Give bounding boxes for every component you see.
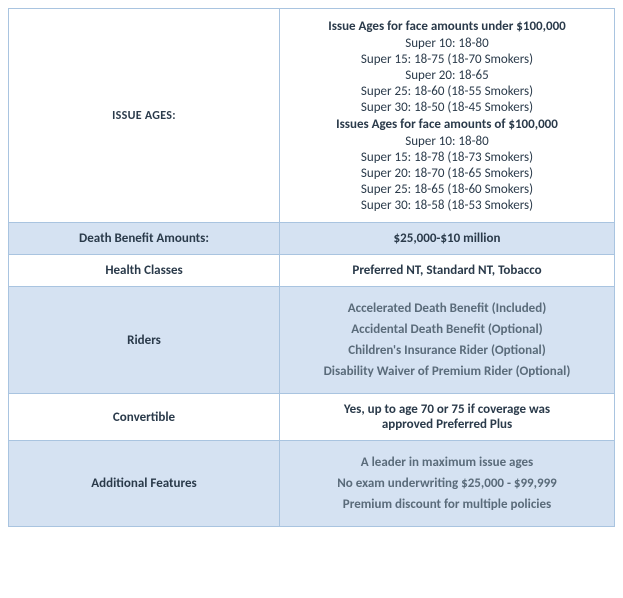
label-convertible: Convertible <box>9 394 280 441</box>
under-line: Super 30: 18-50 (18-45 Smokers) <box>290 100 604 115</box>
insurance-specs-table: ISSUE AGES: Issue Ages for face amounts … <box>8 8 615 527</box>
feature-item: Premium discount for multiple policies <box>290 497 604 512</box>
value-death-benefit: $25,000-$10 million <box>280 223 615 255</box>
label-issue-ages: ISSUE AGES: <box>9 9 280 223</box>
rider-item: Children's Insurance Rider (Optional) <box>290 343 604 358</box>
row-riders: Riders Accelerated Death Benefit (Includ… <box>9 287 615 394</box>
value-health-classes: Preferred NT, Standard NT, Tobacco <box>280 255 615 287</box>
of-line: Super 20: 18-70 (18-65 Smokers) <box>290 166 604 181</box>
of-line: Super 25: 18-65 (18-60 Smokers) <box>290 182 604 197</box>
row-issue-ages: ISSUE AGES: Issue Ages for face amounts … <box>9 9 615 223</box>
value-riders: Accelerated Death Benefit (Included) Acc… <box>280 287 615 394</box>
heading-under-100k: Issue Ages for face amounts under $100,0… <box>290 19 604 34</box>
row-health-classes: Health Classes Preferred NT, Standard NT… <box>9 255 615 287</box>
under-line: Super 25: 18-60 (18-55 Smokers) <box>290 84 604 99</box>
of-line: Super 30: 18-58 (18-53 Smokers) <box>290 198 604 213</box>
feature-item: No exam underwriting $25,000 - $99,999 <box>290 476 604 491</box>
label-additional-features: Additional Features <box>9 441 280 527</box>
under-line: Super 20: 18-65 <box>290 68 604 83</box>
of-line: Super 10: 18-80 <box>290 134 604 149</box>
rider-item: Disability Waiver of Premium Rider (Opti… <box>290 364 604 379</box>
rider-item: Accidental Death Benefit (Optional) <box>290 322 604 337</box>
of-line: Super 15: 18-78 (18-73 Smokers) <box>290 150 604 165</box>
value-issue-ages: Issue Ages for face amounts under $100,0… <box>280 9 615 223</box>
feature-item: A leader in maximum issue ages <box>290 455 604 470</box>
under-line: Super 10: 18-80 <box>290 36 604 51</box>
value-additional-features: A leader in maximum issue ages No exam u… <box>280 441 615 527</box>
row-convertible: Convertible Yes, up to age 70 or 75 if c… <box>9 394 615 441</box>
heading-of-100k: Issues Ages for face amounts of $100,000 <box>290 117 604 132</box>
under-line: Super 15: 18-75 (18-70 Smokers) <box>290 52 604 67</box>
row-additional-features: Additional Features A leader in maximum … <box>9 441 615 527</box>
rider-item: Accelerated Death Benefit (Included) <box>290 301 604 316</box>
label-health-classes: Health Classes <box>9 255 280 287</box>
label-riders: Riders <box>9 287 280 394</box>
row-death-benefit: Death Benefit Amounts: $25,000-$10 milli… <box>9 223 615 255</box>
value-convertible: Yes, up to age 70 or 75 if coverage was … <box>280 394 615 441</box>
label-death-benefit: Death Benefit Amounts: <box>9 223 280 255</box>
